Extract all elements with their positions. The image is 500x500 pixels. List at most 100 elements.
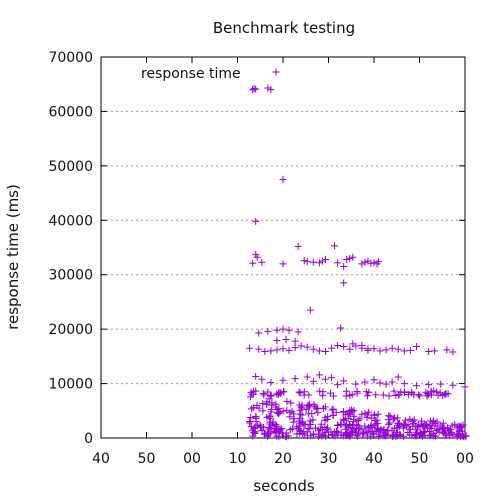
- data-point-dense: [371, 417, 379, 425]
- y-tick-label: 10000: [48, 377, 93, 393]
- data-point-dense: [371, 421, 379, 429]
- data-point: [334, 381, 342, 389]
- data-point: [343, 255, 351, 263]
- data-point-dense: [392, 391, 400, 399]
- data-point: [309, 377, 317, 385]
- data-point: [285, 326, 293, 334]
- data-point: [258, 375, 266, 383]
- data-point: [361, 258, 369, 266]
- data-point-dense: [328, 406, 336, 414]
- data-point: [267, 347, 275, 355]
- data-point-dense: [353, 431, 361, 439]
- data-point: [394, 373, 402, 381]
- data-point-dense: [393, 424, 401, 432]
- data-point-dense: [442, 390, 450, 398]
- data-point-dense: [309, 416, 317, 424]
- data-point-dense: [293, 430, 301, 438]
- legend-marker: [272, 68, 280, 76]
- data-point: [309, 258, 317, 266]
- data-point: [382, 346, 390, 354]
- data-point-dense: [305, 410, 313, 418]
- data-point-dense: [364, 392, 372, 400]
- data-point-dense: [427, 425, 435, 433]
- data-point-dense: [329, 392, 337, 400]
- data-point: [285, 346, 293, 354]
- data-point-dense: [267, 391, 275, 399]
- data-point: [388, 378, 396, 386]
- data-point-dense: [393, 414, 401, 422]
- data-point-dense: [339, 407, 347, 415]
- data-point-dense: [286, 409, 294, 417]
- data-point-dense: [279, 407, 287, 415]
- data-point-dense: [295, 422, 303, 430]
- data-point: [253, 253, 261, 261]
- x-tick-label: 20: [274, 451, 292, 467]
- data-point-dense: [356, 415, 364, 423]
- data-point-dense: [410, 416, 418, 424]
- data-point: [294, 328, 302, 336]
- data-point: [252, 85, 260, 93]
- data-point-dense: [380, 425, 388, 433]
- data-point: [367, 259, 375, 267]
- data-point: [431, 347, 439, 355]
- data-point: [261, 347, 269, 355]
- data-point: [252, 372, 260, 380]
- data-point: [375, 258, 383, 266]
- data-point: [303, 343, 311, 351]
- data-point-dense: [386, 419, 394, 427]
- data-point: [249, 259, 257, 267]
- data-point-dense: [390, 432, 398, 440]
- data-point-dense: [365, 423, 373, 431]
- data-point-dense: [431, 419, 439, 427]
- data-point: [279, 325, 287, 333]
- data-point-dense: [400, 432, 408, 440]
- data-point: [400, 347, 408, 355]
- data-point-dense: [289, 418, 297, 426]
- data-point: [246, 344, 254, 352]
- data-point-dense: [279, 388, 287, 396]
- data-point-dense: [340, 416, 348, 424]
- data-point: [340, 377, 348, 385]
- data-point-dense: [429, 430, 437, 438]
- data-point-dense: [400, 388, 408, 396]
- data-point-dense: [273, 432, 281, 440]
- data-point: [394, 345, 402, 353]
- data-point-dense: [440, 391, 448, 399]
- y-tick-label: 50000: [48, 159, 93, 175]
- data-point: [406, 346, 414, 354]
- data-point-dense: [401, 421, 409, 429]
- data-point-dense: [353, 389, 361, 397]
- data-point-dense: [297, 403, 305, 411]
- data-point-dense: [315, 426, 323, 434]
- data-point-dense: [329, 411, 337, 419]
- data-point-dense: [365, 388, 373, 396]
- data-point-dense: [415, 391, 423, 399]
- data-point: [303, 258, 311, 266]
- data-point-dense: [346, 429, 354, 437]
- data-point-dense: [386, 413, 394, 421]
- legend-label: response time: [141, 66, 241, 82]
- x-tick-label: 50: [411, 451, 429, 467]
- data-point: [370, 345, 378, 353]
- data-point: [382, 380, 390, 388]
- data-point: [279, 376, 287, 384]
- data-point: [315, 371, 323, 379]
- data-point: [361, 378, 369, 386]
- data-point: [346, 345, 354, 353]
- data-point-dense: [317, 420, 325, 428]
- data-point: [279, 260, 287, 268]
- data-point-dense: [249, 432, 257, 440]
- data-point-dense: [264, 388, 272, 396]
- data-point-dense: [342, 392, 350, 400]
- y-tick-label: 0: [84, 431, 93, 447]
- data-point-dense: [275, 389, 283, 397]
- data-point-dense: [305, 400, 313, 408]
- data-point-dense: [406, 431, 414, 439]
- data-point: [370, 376, 378, 384]
- data-point: [279, 175, 287, 183]
- data-point-dense: [296, 406, 304, 414]
- data-point-dense: [359, 430, 367, 438]
- data-point-dense: [337, 420, 345, 428]
- data-point: [412, 343, 420, 351]
